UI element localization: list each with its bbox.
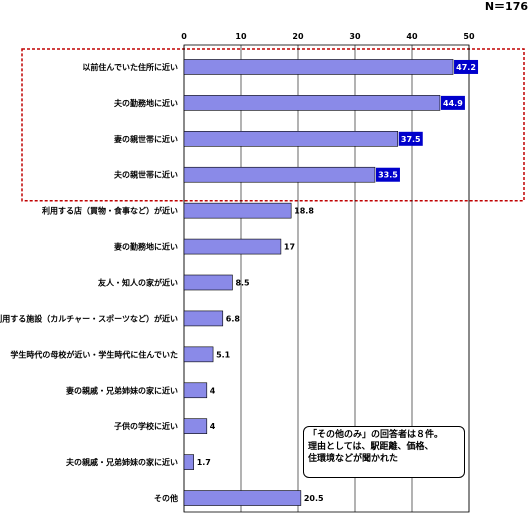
callout-line-3: 住環境などが聞かれた [308,454,399,464]
value-label: 47.2 [456,63,476,72]
bar [183,310,224,327]
value-label-box [454,59,479,74]
value-label: 6.8 [226,314,241,323]
category-label: 妻の親世帯に近い [114,134,178,144]
x-tick-label: 30 [349,32,361,41]
value-label: 18.8 [294,207,314,216]
value-label: 44.9 [443,99,463,108]
value-label: 4 [210,386,216,395]
bar [183,202,292,219]
callout-note: 「その他のみ」の回答者は８件。 理由としては、駅距離、価格、 住環境などが聞かれ… [303,426,465,478]
category-label: 妻の親戚・兄弟姉妹の家に近い [66,385,178,395]
bar [183,454,194,470]
sample-size-label: N＝176 [484,0,528,13]
category-label: 利用する店（買物・食事など）が近い [41,206,178,216]
x-tick-label: 40 [406,32,418,41]
value-label: 33.5 [378,171,398,180]
value-label-box [375,167,400,182]
category-label: 夫の勤務地に近い [113,98,178,108]
value-label: 1.7 [197,458,211,467]
bar [183,346,214,363]
bar [183,274,233,291]
value-label: 5.1 [216,350,231,359]
category-label: その他 [154,493,178,503]
highlight-frame [21,48,525,202]
value-label-box [440,95,465,110]
value-label: 37.5 [401,135,421,144]
bar [183,490,302,506]
bar [183,382,208,399]
x-tick-label: 10 [235,32,247,41]
category-label: 子供の学校に近い [114,421,178,431]
bar [183,238,282,255]
category-label: 利用する施設（カルチャー・スポーツなど）が近い [0,313,178,323]
bar [183,166,376,183]
bar [183,418,208,434]
category-label: 以前住んでいた住所に近い [82,62,178,72]
category-label: 夫の親戚・兄弟姉妹の家に近い [65,457,178,467]
value-label: 17 [284,243,295,252]
bar [183,131,399,147]
category-label: 学生時代の母校が近い・学生時代に住んでいた [10,349,178,359]
value-label: 4 [210,422,216,431]
value-label: 8.5 [235,279,250,288]
category-label: 友人・知人の家が近い [97,278,178,288]
bar [183,59,454,75]
x-tick-label: 20 [292,32,304,41]
x-tick-label: 50 [463,32,475,41]
callout-line-1: 「その他のみ」の回答者は８件。 [308,430,444,440]
category-label: 夫の親世帯に近い [113,170,178,180]
value-label-box [398,131,423,146]
value-label: 20.5 [304,494,324,503]
callout-line-2: 理由としては、駅距離、価格、 [308,442,434,452]
x-tick-label: 0 [181,32,187,41]
bar [183,95,441,111]
category-label: 妻の勤務地に近い [114,242,178,252]
